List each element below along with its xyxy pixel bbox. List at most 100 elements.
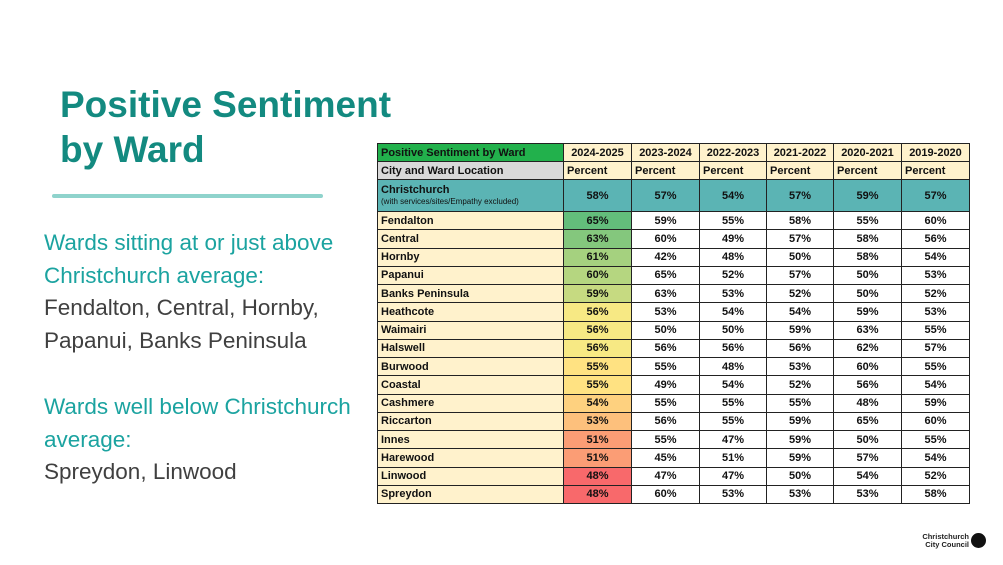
ward-value: 53%	[766, 356, 834, 377]
ward-value: 50%	[833, 265, 902, 286]
ward-value: 50%	[766, 247, 834, 267]
ward-value: 60%	[833, 356, 902, 377]
subheader-cell: Percent	[901, 161, 970, 180]
table-row: Linwood 48% 47% 47% 50% 54% 52%	[377, 466, 970, 486]
ward-name: Hornby	[377, 247, 564, 267]
ward-name: Riccarton	[377, 411, 564, 432]
ward-value: 59%	[766, 411, 834, 432]
ward-value: 48%	[699, 356, 767, 377]
ward-value: 56%	[699, 338, 767, 359]
city-value: 59%	[833, 179, 902, 212]
ward-value: 49%	[631, 375, 700, 395]
table-row: Banks Peninsula 59% 63% 53% 52% 50% 52%	[377, 283, 970, 304]
ward-value: 56%	[631, 411, 700, 432]
ward-value: 55%	[631, 393, 700, 413]
ward-value: 51%	[563, 448, 632, 468]
ward-value: 55%	[901, 356, 970, 377]
table-row: Coastal 55% 49% 54% 52% 56% 54%	[377, 375, 970, 395]
ward-value: 58%	[766, 210, 834, 231]
ward-value: 55%	[631, 429, 700, 450]
title-line: by Ward	[60, 129, 205, 170]
ward-value: 50%	[833, 283, 902, 304]
ward-value: 58%	[833, 229, 902, 249]
ward-value: 53%	[563, 411, 632, 432]
city-value: 58%	[563, 179, 632, 212]
column-header: Positive Sentiment by Ward	[377, 143, 564, 162]
city-label: Christchurch	[381, 183, 450, 196]
ward-value: 59%	[766, 320, 834, 340]
ward-value: 47%	[699, 429, 767, 450]
ward-value: 45%	[631, 448, 700, 468]
ward-value: 60%	[631, 229, 700, 249]
ward-value: 58%	[833, 247, 902, 267]
title: Positive Sentiment by Ward	[60, 82, 391, 172]
logo-icon	[971, 533, 986, 548]
subheader-cell: Percent	[766, 161, 834, 180]
subheader-cell: Percent	[631, 161, 700, 180]
ward-name: Innes	[377, 429, 564, 450]
column-header: 2022-2023	[699, 143, 767, 162]
ward-value: 47%	[631, 466, 700, 486]
city-value: 54%	[699, 179, 767, 212]
ward-value: 55%	[699, 393, 767, 413]
table-row: Halswell 56% 56% 56% 56% 62% 57%	[377, 338, 970, 359]
ward-value: 55%	[699, 210, 767, 231]
ward-value: 59%	[563, 283, 632, 304]
ward-value: 51%	[563, 429, 632, 450]
ward-value: 50%	[766, 466, 834, 486]
ward-name: Halswell	[377, 338, 564, 359]
ward-value: 52%	[766, 375, 834, 395]
table-row: Burwood 55% 55% 48% 53% 60% 55%	[377, 356, 970, 377]
table-row: Harewood 51% 45% 51% 59% 57% 54%	[377, 448, 970, 468]
title-line: Positive Sentiment	[60, 84, 392, 125]
ward-value: 48%	[563, 466, 632, 486]
ward-value: 54%	[699, 302, 767, 322]
ward-value: 56%	[563, 338, 632, 359]
ward-value: 60%	[563, 265, 632, 286]
ward-value: 55%	[563, 356, 632, 377]
divider	[52, 194, 323, 198]
ward-value: 53%	[631, 302, 700, 322]
ward-value: 54%	[563, 393, 632, 413]
table-row: Hornby 61% 42% 48% 50% 58% 54%	[377, 247, 970, 267]
ward-value: 55%	[901, 429, 970, 450]
ward-value: 63%	[833, 320, 902, 340]
ward-name: Spreydon	[377, 484, 564, 505]
table-row: Riccarton 53% 56% 55% 59% 65% 60%	[377, 411, 970, 432]
ward-value: 63%	[563, 229, 632, 249]
ward-value: 48%	[833, 393, 902, 413]
ward-name: Linwood	[377, 466, 564, 486]
table-row: Positive Sentiment by Ward 2024-2025 2023-…	[377, 143, 970, 162]
subheader-cell: Percent	[699, 161, 767, 180]
ward-value: 55%	[833, 210, 902, 231]
ward-value: 54%	[833, 466, 902, 486]
ward-value: 54%	[766, 302, 834, 322]
ward-value: 57%	[833, 448, 902, 468]
ward-value: 51%	[699, 448, 767, 468]
subheader-cell: Percent	[563, 161, 632, 180]
ward-name: Fendalton	[377, 210, 564, 231]
ward-value: 59%	[833, 302, 902, 322]
ward-value: 55%	[699, 411, 767, 432]
ward-name: Central	[377, 229, 564, 249]
ward-value: 55%	[901, 320, 970, 340]
ward-value: 65%	[833, 411, 902, 432]
ward-value: 52%	[699, 265, 767, 286]
ward-name: Coastal	[377, 375, 564, 395]
ward-value: 59%	[766, 429, 834, 450]
subheader-cell: City and Ward Location	[377, 161, 564, 180]
below-wards: Spreydon, Linwood	[44, 456, 237, 489]
table-row: Spreydon 48% 60% 53% 53% 53% 58%	[377, 484, 970, 505]
ward-value: 63%	[631, 283, 700, 304]
city-value: 57%	[631, 179, 700, 212]
above-heading: Wards sitting at or just above Christchu…	[44, 227, 333, 292]
city-name: Christchurch (with services/sites/Empathy…	[377, 179, 564, 212]
text-line: Papanui, Banks Peninsula	[44, 327, 307, 353]
ward-value: 52%	[901, 283, 970, 304]
subheader-cell: Percent	[833, 161, 902, 180]
ward-value: 55%	[766, 393, 834, 413]
ward-value: 54%	[901, 375, 970, 395]
table-row: Heathcote 56% 53% 54% 54% 59% 53%	[377, 302, 970, 322]
ward-value: 56%	[631, 338, 700, 359]
